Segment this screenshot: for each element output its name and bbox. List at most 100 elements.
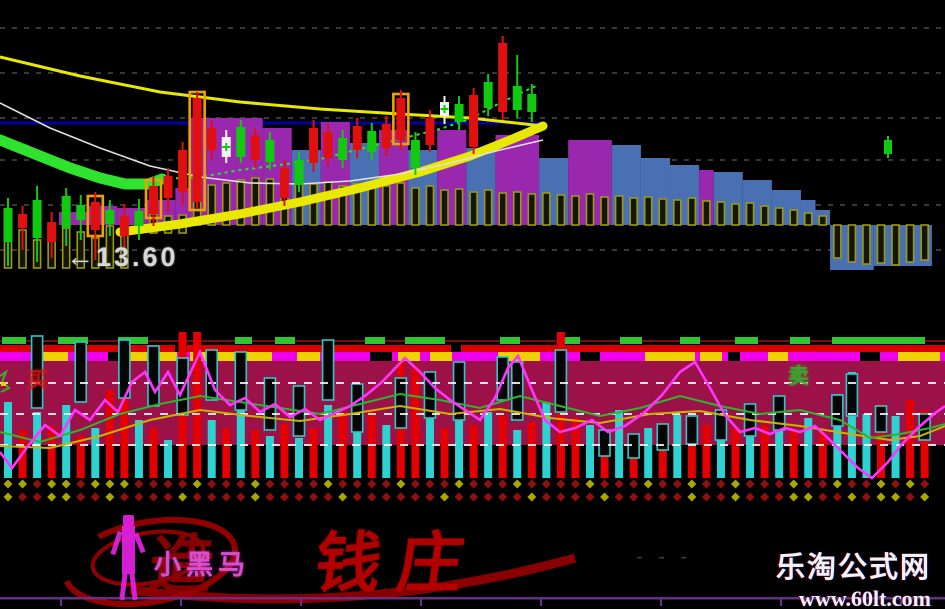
diamond-marker bbox=[614, 492, 624, 502]
indicator-bar bbox=[906, 400, 915, 478]
diamond-marker bbox=[745, 492, 755, 502]
diamond-marker bbox=[585, 492, 595, 502]
diamond-marker bbox=[149, 492, 158, 502]
candle-body bbox=[163, 176, 173, 198]
candle-body bbox=[323, 132, 333, 158]
diamond-marker bbox=[192, 479, 202, 489]
yellow-segment bbox=[898, 352, 940, 361]
diamond-marker bbox=[338, 479, 348, 489]
diamond-marker bbox=[570, 492, 580, 502]
black-candle bbox=[510, 361, 524, 421]
diamond-marker bbox=[570, 479, 580, 489]
volume-bar bbox=[512, 191, 522, 226]
left-arrow-icon: ← bbox=[66, 241, 94, 272]
diamond-marker bbox=[861, 492, 871, 502]
diamond-marker bbox=[76, 492, 86, 502]
volume-bar bbox=[702, 200, 711, 226]
indicator-bar bbox=[207, 420, 216, 478]
diamond-marker bbox=[338, 492, 348, 502]
logo-swoosh bbox=[129, 553, 577, 604]
diamond-marker bbox=[629, 492, 639, 502]
volume-bar bbox=[469, 191, 478, 226]
diamond-marker bbox=[512, 479, 522, 489]
diamond-marker bbox=[192, 492, 202, 502]
diamond-marker bbox=[396, 492, 406, 502]
volume-bar bbox=[745, 202, 755, 226]
diamond-marker bbox=[600, 492, 610, 502]
diamond-marker bbox=[279, 479, 289, 489]
yellow-segment bbox=[700, 352, 722, 361]
ma-ribbon-green bbox=[0, 134, 168, 190]
diamond-marker bbox=[352, 492, 362, 502]
diamond-marker bbox=[716, 479, 726, 489]
indicator-bar bbox=[586, 425, 594, 478]
diamond-marker bbox=[658, 479, 668, 489]
indicator-bar bbox=[746, 408, 755, 478]
diamond-marker bbox=[818, 492, 828, 502]
diamond-marker bbox=[541, 479, 551, 489]
diamond-marker bbox=[134, 492, 144, 502]
indicator-bar bbox=[469, 425, 478, 478]
indicator-bar bbox=[513, 430, 522, 478]
candle-body bbox=[410, 140, 420, 168]
candle-body bbox=[396, 98, 406, 140]
indicator-bar bbox=[134, 420, 143, 478]
diamond-marker bbox=[672, 492, 682, 502]
diamond-marker bbox=[512, 492, 522, 502]
axis-tick bbox=[180, 599, 182, 606]
volume-bar bbox=[454, 188, 464, 226]
diamond-marker bbox=[207, 492, 217, 502]
diamond-marker bbox=[920, 479, 930, 489]
candle-body bbox=[134, 211, 144, 226]
diamond-marker bbox=[396, 479, 406, 489]
diamond-marker bbox=[876, 492, 886, 502]
diamond-marker bbox=[323, 479, 333, 489]
diamond-marker bbox=[119, 492, 129, 502]
diamond-marker bbox=[789, 479, 799, 489]
axis-tick bbox=[660, 599, 662, 606]
volume-bar bbox=[425, 185, 435, 226]
diamond-marker bbox=[149, 479, 158, 489]
indicator-bar bbox=[818, 432, 827, 478]
diamond-marker bbox=[32, 479, 42, 489]
indicator-bar bbox=[411, 366, 420, 478]
diamond-marker bbox=[18, 479, 28, 489]
volume-bar bbox=[367, 186, 377, 226]
volume-bar bbox=[498, 192, 508, 226]
diamond-marker bbox=[236, 479, 246, 489]
diamond-marker bbox=[803, 479, 813, 489]
red-band bbox=[0, 345, 945, 352]
indicator-bar bbox=[498, 415, 507, 478]
diamond-marker bbox=[469, 479, 479, 489]
indicator-bar bbox=[542, 402, 551, 478]
diamond-marker bbox=[47, 492, 57, 502]
diamond-marker bbox=[410, 492, 420, 502]
candle-body bbox=[18, 214, 28, 228]
diamond-marker bbox=[760, 492, 770, 502]
candle-body bbox=[76, 205, 86, 220]
green-segment bbox=[832, 337, 925, 344]
volume-bar bbox=[643, 196, 653, 226]
candle-body bbox=[381, 124, 391, 148]
volume-bar bbox=[338, 185, 347, 226]
indicator-bar bbox=[804, 418, 813, 478]
indicator-bar bbox=[251, 430, 260, 478]
figure-body bbox=[122, 526, 135, 574]
indicator-bar bbox=[571, 418, 580, 478]
diamond-marker bbox=[789, 492, 799, 502]
candle-body bbox=[425, 118, 435, 145]
watermark-site-name: 乐淘公式网 bbox=[775, 552, 931, 584]
indicator-bar bbox=[673, 415, 682, 478]
indicator-bar bbox=[425, 402, 434, 478]
diamond-marker bbox=[687, 479, 697, 489]
diamond-marker bbox=[861, 479, 871, 489]
indicator-bar bbox=[527, 422, 536, 478]
indicator-bar bbox=[193, 332, 202, 478]
magenta-row-gap bbox=[370, 352, 392, 361]
candle-body bbox=[32, 200, 42, 238]
candle-body bbox=[265, 140, 275, 162]
volume-bar bbox=[571, 195, 580, 226]
diamond-marker bbox=[498, 479, 508, 489]
volume-bar bbox=[614, 195, 624, 226]
diamond-marker bbox=[178, 479, 188, 489]
